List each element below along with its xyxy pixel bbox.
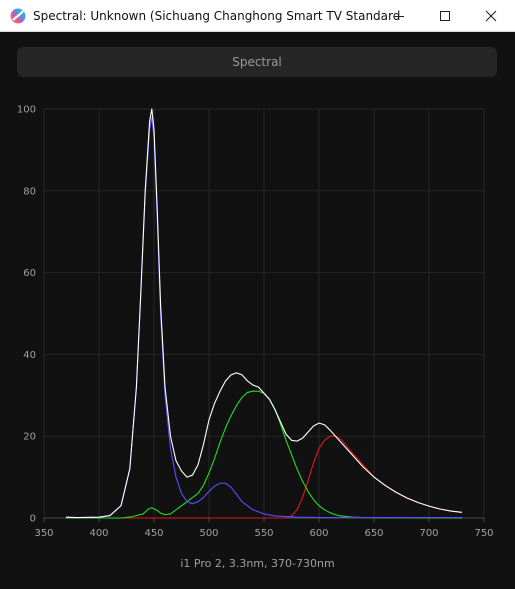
tab-spectral-label: Spectral	[232, 55, 282, 69]
minimize-button[interactable]	[376, 0, 422, 31]
instrument-caption: i1 Pro 2, 3.3nm, 370-730nm	[180, 557, 335, 570]
x-tick-label: 450	[144, 528, 163, 539]
x-tick-label: 500	[199, 528, 218, 539]
close-button[interactable]	[468, 0, 514, 31]
maximize-button[interactable]	[422, 0, 468, 31]
y-tick-label: 40	[23, 350, 36, 361]
spectral-chart: 350 400 450 500 550 600 650 700 750 0 20 40 60 80 100	[17, 105, 494, 540]
window-title: Spectral: Unknown (Sichuang Changhong Sm…	[33, 8, 403, 23]
y-tick-label: 80	[23, 186, 36, 197]
maximize-icon	[440, 10, 450, 21]
spectral-series-line-0	[65, 108, 463, 519]
chart-series	[65, 108, 463, 519]
x-tick-label: 350	[34, 528, 53, 539]
x-tick-label: 700	[419, 528, 438, 539]
chart-axes: 350 400 450 500 550 600 650 700 750 0 20 40 60 80 100	[17, 105, 494, 540]
y-tick-label: 100	[17, 105, 36, 116]
close-icon	[485, 10, 497, 21]
title-bar: Spectral: Unknown (Sichuang Changhong Sm…	[0, 0, 515, 32]
y-tick-label: 0	[30, 514, 36, 525]
y-tick-label: 60	[23, 268, 36, 279]
minimize-icon	[394, 15, 404, 17]
x-tick-label: 600	[309, 528, 328, 539]
y-tick-label: 20	[23, 432, 36, 443]
x-tick-label: 750	[474, 528, 493, 539]
app-icon	[10, 8, 26, 23]
x-tick-label: 650	[364, 528, 383, 539]
x-tick-label: 400	[89, 528, 108, 539]
x-tick-label: 550	[254, 528, 273, 539]
tab-spectral[interactable]: Spectral	[17, 47, 497, 77]
chart-grid	[43, 108, 485, 519]
spectral-series-line-2	[66, 390, 463, 519]
window-content: Spectral 350 400 450 500 550 600 650 700 750 0 20 4…	[0, 32, 515, 589]
